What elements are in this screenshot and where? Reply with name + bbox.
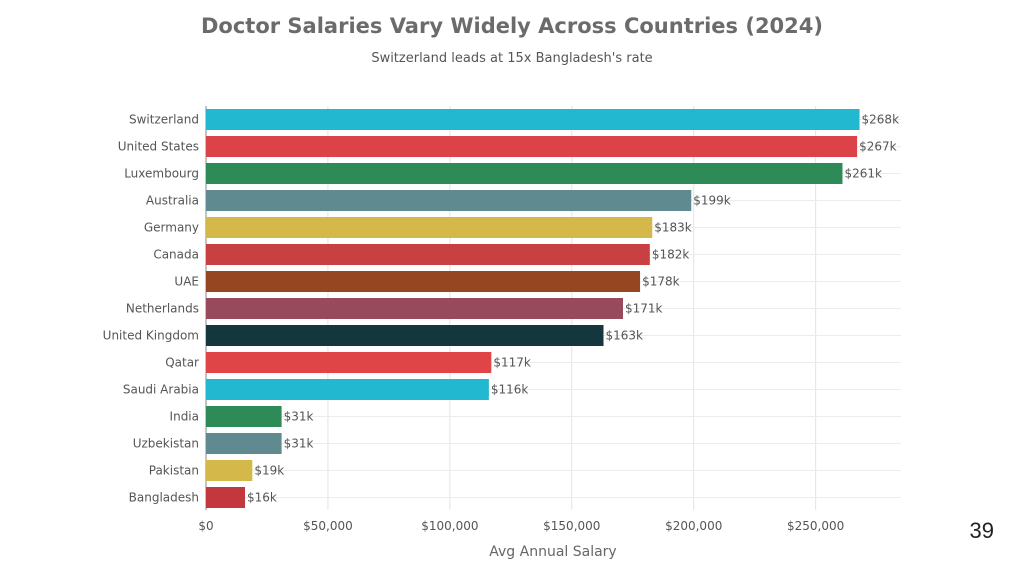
- bar: [206, 136, 858, 157]
- category-label: Qatar: [165, 356, 199, 370]
- data-label: $199k: [693, 194, 731, 208]
- category-label: Pakistan: [149, 464, 199, 478]
- bar: [206, 325, 604, 346]
- bar: [206, 460, 253, 481]
- bar: [206, 406, 282, 427]
- data-label: $116k: [491, 383, 529, 397]
- category-label: Saudi Arabia: [123, 383, 199, 397]
- data-label: $178k: [642, 275, 680, 289]
- bar: [206, 190, 692, 211]
- x-tick-label: $0: [198, 519, 213, 533]
- data-label: $171k: [625, 302, 663, 316]
- data-label: $267k: [859, 140, 897, 154]
- bar: [206, 244, 650, 265]
- data-label: $261k: [844, 167, 882, 181]
- page-number: 39: [969, 518, 994, 543]
- bar: [206, 487, 246, 508]
- x-tick-label: $250,000: [787, 519, 844, 533]
- labels: $0 $50,000 $100,000 $150,000 $200,000 $250,00…: [103, 113, 899, 534]
- category-label: Switzerland: [129, 113, 199, 127]
- data-label: $31k: [284, 410, 314, 424]
- category-label: Australia: [146, 194, 199, 208]
- chart-subtitle: Switzerland leads at 15x Bangladesh's ra…: [371, 51, 653, 66]
- category-label: Netherlands: [126, 302, 199, 316]
- category-label: Bangladesh: [129, 491, 199, 505]
- category-label: India: [170, 410, 199, 424]
- category-label: Canada: [153, 248, 199, 262]
- bar: [206, 109, 860, 130]
- x-tick-label: $200,000: [665, 519, 722, 533]
- bars: [206, 109, 860, 508]
- x-tick-label: $50,000: [303, 519, 353, 533]
- category-label: United Kingdom: [103, 329, 199, 343]
- data-label: $268k: [862, 113, 900, 127]
- x-axis-title: Avg Annual Salary: [489, 544, 616, 560]
- chart-title: Doctor Salaries Vary Widely Across Count…: [200, 14, 823, 38]
- category-label: Luxembourg: [124, 167, 199, 181]
- bar: [206, 298, 623, 319]
- data-label: $117k: [493, 356, 531, 370]
- data-label: $31k: [284, 437, 314, 451]
- data-label: $19k: [254, 464, 284, 478]
- bar: [206, 163, 843, 184]
- bar: [206, 433, 282, 454]
- bar: [206, 217, 653, 238]
- category-label: Germany: [144, 221, 199, 235]
- data-label: $183k: [654, 221, 692, 235]
- data-label: $16k: [247, 491, 277, 505]
- category-label: United States: [118, 140, 199, 154]
- category-label: UAE: [174, 275, 199, 289]
- x-tick-label: $100,000: [421, 519, 478, 533]
- category-label: Uzbekistan: [133, 437, 199, 451]
- data-label: $163k: [605, 329, 643, 343]
- x-tick-label: $150,000: [543, 519, 600, 533]
- bar: [206, 379, 489, 400]
- bar: [206, 352, 492, 373]
- bar: [206, 271, 641, 292]
- data-label: $182k: [652, 248, 690, 262]
